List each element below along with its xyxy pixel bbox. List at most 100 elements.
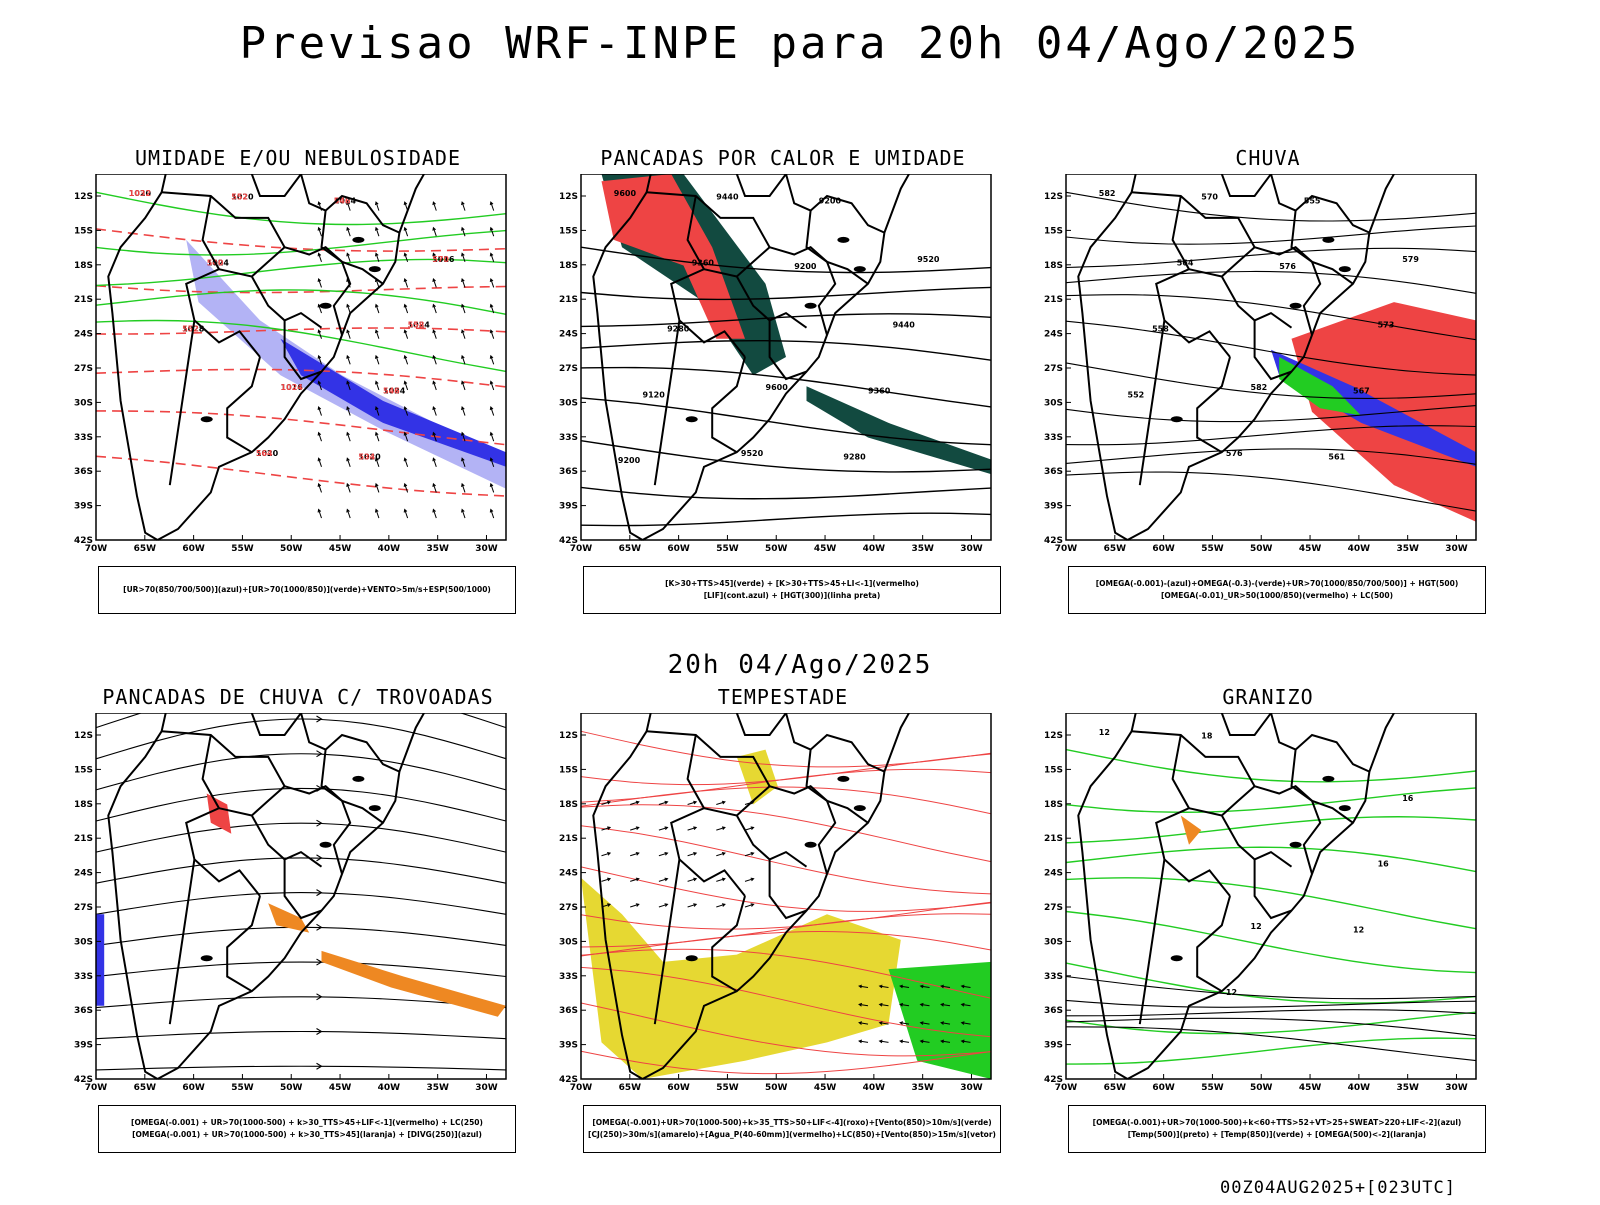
country-border <box>168 320 196 486</box>
height-contour <box>1065 362 1477 399</box>
legend-line: [OMEGA(-0.01)_UR>50(1000/850)(vermelho) … <box>1160 591 1394 600</box>
contour-label: 561 <box>1328 452 1345 461</box>
jet-stream-area <box>736 749 778 805</box>
lon-tick-label: 70W <box>1055 1083 1078 1093</box>
lat-tick-label: 30S <box>559 398 578 408</box>
map-frame <box>1065 174 1477 541</box>
contour-label: 1024 <box>281 383 304 392</box>
lat-tick-label: 42S <box>1044 536 1063 546</box>
wind-vector <box>346 329 351 339</box>
height-contour <box>580 246 992 274</box>
streamline-arrow <box>316 854 323 862</box>
wind-vector <box>858 1021 869 1025</box>
precipitable-water-contour <box>580 1002 992 1057</box>
lat-tick-label: 15S <box>1044 765 1063 775</box>
wind-vector <box>489 482 495 493</box>
contour-label: 579 <box>1402 255 1419 264</box>
wind-vector <box>432 303 437 314</box>
country-border <box>250 713 302 736</box>
lat-tick-label: 33S <box>1044 972 1063 982</box>
streamline-arrow <box>316 1062 323 1070</box>
panel-granizo: GRANIZO 12 12 16 12 16 18 12 12S 15S 18S 21S 24S 27S… <box>1038 685 1518 1205</box>
precipitable-water-contour <box>580 931 992 957</box>
country-border <box>251 246 343 278</box>
country-border <box>1270 713 1370 773</box>
map-base <box>1077 713 1395 1080</box>
legend-line: [Temp(500)](preto) + [Temp(850)](verde) … <box>1127 1130 1427 1139</box>
temp-850-contour <box>1065 877 1477 930</box>
lon-tick-label: 70W <box>1055 544 1078 554</box>
lat-tick-label: 21S <box>1044 295 1063 305</box>
wind-vector <box>919 1021 930 1025</box>
wind-vector <box>374 482 380 493</box>
lake <box>1289 841 1302 848</box>
wind-vector <box>346 226 351 237</box>
map-frame <box>580 713 992 1080</box>
country-border <box>1290 749 1354 824</box>
wind-vector <box>432 329 437 339</box>
wind-vector <box>489 201 495 211</box>
temp-500-contour <box>1065 975 1477 1000</box>
contour-label: 1016 <box>432 255 455 264</box>
lat-tick-label: 39S <box>559 502 578 512</box>
country-border <box>1188 807 1293 868</box>
wind-vector <box>489 277 495 288</box>
wind-vector <box>489 406 495 416</box>
wind-vector <box>317 277 322 288</box>
height-contour <box>1065 448 1477 465</box>
height-contour <box>580 313 992 328</box>
contour-label: 552 <box>182 324 199 333</box>
wind-vector <box>374 329 380 339</box>
lat-tick-label: 36S <box>1044 1006 1063 1016</box>
lon-tick-label: 65W <box>134 544 157 554</box>
lat-tick-label: 36S <box>74 467 93 477</box>
contour-label: 576 <box>1226 449 1243 458</box>
lat-tick-label: 27S <box>1044 903 1063 913</box>
wind-vector <box>346 482 351 493</box>
country-border <box>1220 174 1272 197</box>
country-border <box>653 859 681 1025</box>
wind-vector <box>432 226 437 237</box>
country-border <box>218 807 323 868</box>
lat-tick-label: 15S <box>1044 226 1063 236</box>
lon-tick-label: 50W <box>1250 544 1273 554</box>
lon-tick-label: 30W <box>960 544 983 554</box>
wind-vector <box>744 826 755 831</box>
temp-500-contour <box>1065 1026 1477 1062</box>
country-border <box>785 713 885 773</box>
coastline-west <box>107 174 167 541</box>
lake <box>319 302 332 309</box>
legend-box: [OMEGA(-0.001)+UR>70(1000-500)+k>35_TTS>… <box>583 1105 1001 1153</box>
lake <box>368 805 381 812</box>
wind-vector <box>899 1002 910 1007</box>
wind-vector <box>317 508 322 519</box>
hail-area <box>1180 815 1202 845</box>
wind-vector <box>403 354 409 365</box>
lon-tick-label: 40W <box>863 544 886 554</box>
contour-label: 9120 <box>643 390 666 399</box>
wind-vector <box>374 508 380 519</box>
map-frame <box>95 713 507 1080</box>
panel-title: PANCADAS POR CALOR E UMIDADE <box>600 146 966 170</box>
country-border <box>653 320 681 486</box>
lon-tick-label: 70W <box>85 544 108 554</box>
country-border <box>161 730 286 787</box>
wind-vector <box>403 431 409 442</box>
lat-tick-label: 42S <box>74 536 93 546</box>
temp-850-contour <box>1065 816 1477 844</box>
wind-vector <box>960 1002 971 1007</box>
lat-tick-label: 39S <box>1044 502 1063 512</box>
wind-vector <box>346 380 351 391</box>
wind-vector <box>403 329 409 339</box>
wind-vector <box>630 903 640 908</box>
country-border <box>646 730 771 787</box>
wind-vector <box>432 277 437 288</box>
country-border <box>168 859 196 1025</box>
country-border <box>226 895 261 993</box>
country-border <box>768 859 807 920</box>
lake <box>1322 236 1335 243</box>
wind-vector <box>658 826 669 831</box>
contour-label: 1024 <box>408 321 431 330</box>
run-timestamp: 00Z04AUG2025+[023UTC] <box>1220 1178 1456 1198</box>
lat-tick-label: 24S <box>1044 869 1063 879</box>
